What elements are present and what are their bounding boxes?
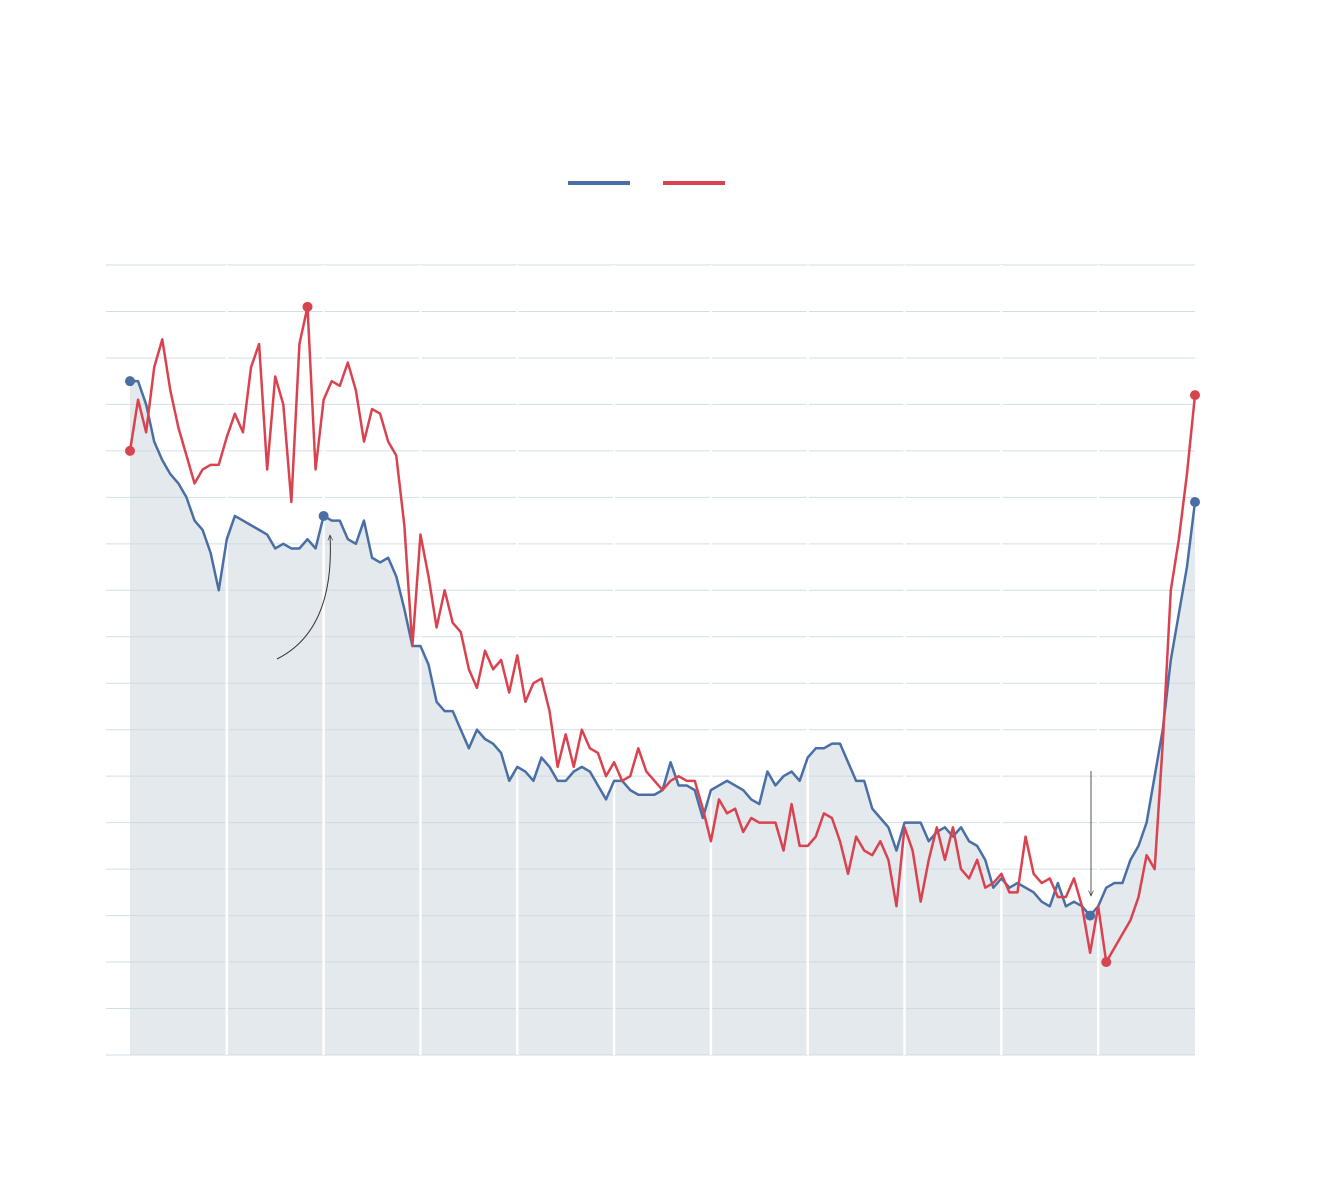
point-marker (1190, 390, 1200, 401)
point-marker (1085, 910, 1096, 921)
point-marker (318, 510, 329, 521)
point-marker (1190, 497, 1200, 507)
point-marker (302, 301, 313, 312)
plot (106, 264, 1200, 1056)
point-marker (1101, 957, 1112, 968)
area (130, 381, 1195, 1055)
point-marker (125, 445, 135, 456)
annotation-arrow (276, 535, 330, 660)
point-marker (125, 376, 135, 387)
